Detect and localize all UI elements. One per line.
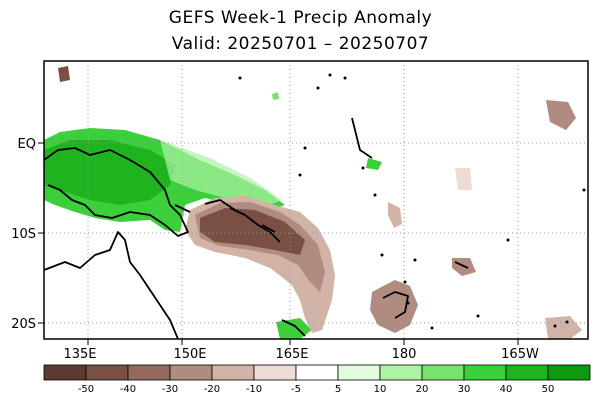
colorbar-swatch [169,364,213,381]
colorbar-label: 5 [335,384,341,395]
colorbar-label: -50 [78,384,94,395]
fiji-coast [382,291,409,319]
dry-anomaly-se [545,316,582,339]
gridlines [44,61,588,339]
map-subtitle: Valid: 20250701 – 20250707 [171,34,430,54]
bismarck-coast [174,199,236,213]
colorbar-swatch [85,364,129,381]
wet-anomaly-core [44,140,175,205]
x-tick-label: 150E [173,347,206,362]
colorbar-label: 40 [500,384,513,395]
wet-anomaly-east [366,158,382,170]
y-tick-label: 20S [11,317,36,332]
wet-anomaly-spot [272,92,279,100]
colorbar-label: -30 [162,384,178,395]
colorbar-label: -20 [204,384,220,395]
colorbar-swatch [337,364,381,381]
island-dots [238,73,586,330]
colorbar-swatch [379,364,423,381]
x-tick-label: 180 [392,347,417,362]
y-tick-label: EQ [18,137,36,152]
x-tick-label: 165W [501,347,539,362]
new-caledonia-coast [281,319,306,337]
tonga-coast [454,261,469,269]
dry-anomaly-light [455,168,472,190]
map-panel [44,61,588,339]
dry-anomaly-fiji [370,280,418,333]
dry-anomaly-ne [546,100,576,130]
coastlines [44,117,469,339]
dry-anomaly-core [200,208,305,255]
wet-anomaly-light [160,140,282,208]
dry-anomaly-north [388,202,402,228]
colorbar-label: 20 [416,384,429,395]
x-tick-label: 165E [275,347,308,362]
colorbar-swatch [295,364,339,381]
colorbar: -50 -40 -30 -20 -10 -5 5 10 20 30 40 50 [43,364,591,395]
tick-marks [38,142,519,345]
map-frame [43,60,589,340]
new-guinea-coast [44,147,189,237]
solomon-coast [229,207,281,243]
colorbar-swatch [127,364,171,381]
colorbar-swatch [211,364,255,381]
colorbar-swatch [547,364,591,381]
colorbar-swatch [463,364,507,381]
colorbar-swatch [43,364,87,381]
colorbar-swatch [421,364,465,381]
dry-anomaly-top [58,66,70,82]
colorbar-label: 30 [458,384,471,395]
colorbar-label: -10 [246,384,262,395]
colorbar-label: -40 [120,384,136,395]
australia-coast [44,231,179,339]
map-title: GEFS Week-1 Precip Anomaly [168,8,433,28]
colorbar-swatch [505,364,549,381]
vanuatu-coast [351,117,373,159]
colorbar-label: 50 [542,384,555,395]
colorbar-label: -5 [291,384,301,395]
colorbar-swatch [253,364,297,381]
y-tick-label: 10S [11,227,36,242]
x-tick-label: 135E [63,347,96,362]
colorbar-label: 10 [374,384,387,395]
